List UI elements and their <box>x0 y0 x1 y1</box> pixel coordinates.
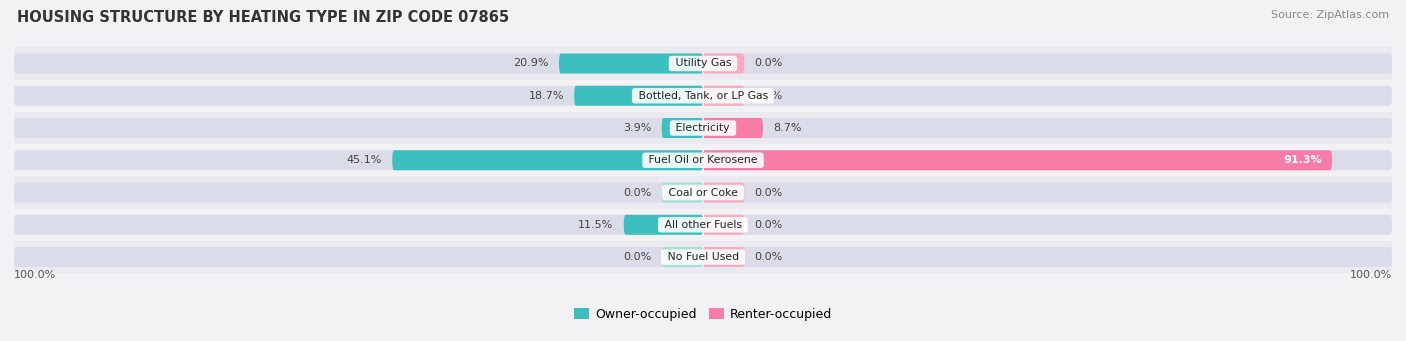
Bar <box>14 176 1392 209</box>
Text: HOUSING STRUCTURE BY HEATING TYPE IN ZIP CODE 07865: HOUSING STRUCTURE BY HEATING TYPE IN ZIP… <box>17 10 509 25</box>
FancyBboxPatch shape <box>703 247 744 267</box>
Text: 100.0%: 100.0% <box>14 270 56 280</box>
Text: 45.1%: 45.1% <box>346 155 382 165</box>
FancyBboxPatch shape <box>703 215 1392 235</box>
Text: 0.0%: 0.0% <box>755 220 783 230</box>
Text: 8.7%: 8.7% <box>773 123 801 133</box>
Text: 0.0%: 0.0% <box>623 252 651 262</box>
Text: 0.0%: 0.0% <box>755 188 783 197</box>
FancyBboxPatch shape <box>703 86 744 106</box>
FancyBboxPatch shape <box>703 150 1392 170</box>
FancyBboxPatch shape <box>14 150 703 170</box>
FancyBboxPatch shape <box>703 118 763 138</box>
FancyBboxPatch shape <box>662 182 703 203</box>
Text: 20.9%: 20.9% <box>513 59 548 69</box>
Text: 3.9%: 3.9% <box>623 123 651 133</box>
Text: 11.5%: 11.5% <box>578 220 613 230</box>
FancyBboxPatch shape <box>14 118 703 138</box>
Text: 91.3%: 91.3% <box>1284 155 1322 165</box>
Bar <box>14 209 1392 241</box>
Text: 100.0%: 100.0% <box>1350 270 1392 280</box>
FancyBboxPatch shape <box>14 54 703 74</box>
Bar <box>14 112 1392 144</box>
Text: No Fuel Used: No Fuel Used <box>664 252 742 262</box>
Text: Coal or Coke: Coal or Coke <box>665 188 741 197</box>
FancyBboxPatch shape <box>703 86 1392 106</box>
FancyBboxPatch shape <box>14 182 703 203</box>
FancyBboxPatch shape <box>14 86 703 106</box>
FancyBboxPatch shape <box>703 215 744 235</box>
Text: All other Fuels: All other Fuels <box>661 220 745 230</box>
FancyBboxPatch shape <box>624 215 703 235</box>
Text: 0.0%: 0.0% <box>755 59 783 69</box>
FancyBboxPatch shape <box>14 247 703 267</box>
FancyBboxPatch shape <box>392 150 703 170</box>
FancyBboxPatch shape <box>703 247 1392 267</box>
Bar <box>14 144 1392 176</box>
FancyBboxPatch shape <box>574 86 703 106</box>
Text: 18.7%: 18.7% <box>529 91 564 101</box>
Bar <box>14 80 1392 112</box>
Text: Electricity: Electricity <box>672 123 734 133</box>
FancyBboxPatch shape <box>560 54 703 74</box>
Text: 0.0%: 0.0% <box>623 188 651 197</box>
Text: 0.0%: 0.0% <box>755 91 783 101</box>
FancyBboxPatch shape <box>703 150 1331 170</box>
FancyBboxPatch shape <box>662 118 703 138</box>
FancyBboxPatch shape <box>703 54 744 74</box>
FancyBboxPatch shape <box>703 118 1392 138</box>
Text: Fuel Oil or Kerosene: Fuel Oil or Kerosene <box>645 155 761 165</box>
Bar <box>14 47 1392 80</box>
FancyBboxPatch shape <box>703 182 744 203</box>
FancyBboxPatch shape <box>14 215 703 235</box>
Legend: Owner-occupied, Renter-occupied: Owner-occupied, Renter-occupied <box>568 303 838 326</box>
Text: Source: ZipAtlas.com: Source: ZipAtlas.com <box>1271 10 1389 20</box>
FancyBboxPatch shape <box>703 182 1392 203</box>
Bar <box>14 241 1392 273</box>
Text: 0.0%: 0.0% <box>755 252 783 262</box>
FancyBboxPatch shape <box>703 54 1392 74</box>
Text: Bottled, Tank, or LP Gas: Bottled, Tank, or LP Gas <box>634 91 772 101</box>
Text: Utility Gas: Utility Gas <box>672 59 734 69</box>
FancyBboxPatch shape <box>662 247 703 267</box>
